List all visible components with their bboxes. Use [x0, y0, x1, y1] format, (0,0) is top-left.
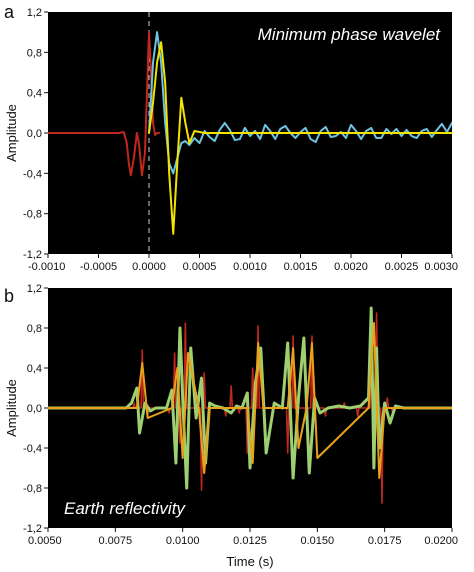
y-tick-label: -0,4	[23, 443, 42, 455]
y-tick-label: -1,2	[23, 523, 42, 535]
panel-a: a Amplitude -1,2 -0,8 -0,4 0,0 0,4 0,8 1,2 -0.0…	[4, 2, 458, 273]
panel-a-annotation: Minimum phase wavelet	[258, 25, 442, 44]
y-tick-label: 0,8	[27, 323, 42, 335]
panel-b-series	[48, 306, 452, 504]
y-tick-label: -1,2	[23, 249, 42, 261]
x-tick-label: 0.0005	[183, 261, 217, 273]
y-tick-label: 1,2	[27, 283, 42, 295]
x-tick-label: -0.0005	[80, 261, 117, 273]
x-tick-label: 0.0050	[28, 535, 62, 547]
y-tick-label: 0,0	[27, 128, 42, 140]
y-tick-label: -0,4	[23, 168, 42, 180]
series-line-2	[48, 322, 452, 479]
y-tick-label: 0,4	[27, 363, 42, 375]
panel-a-axes: -1,2 -0,8 -0,4 0,0 0,4 0,8 1,2 -0.0010 -0.0005 0.…	[23, 7, 458, 273]
panel-a-series	[48, 12, 452, 254]
x-tick-label: 0.0025	[385, 261, 419, 273]
x-tick-label: 0.0030	[424, 261, 458, 273]
x-tick-label: 0.0100	[166, 535, 200, 547]
series-line-0	[48, 31, 161, 177]
panel-b-letter: b	[4, 286, 14, 306]
y-tick-label: 0,8	[27, 47, 42, 59]
x-tick-label: 0.0010	[233, 261, 267, 273]
y-tick-label: 0,4	[27, 88, 42, 100]
series-line-2	[148, 41, 452, 235]
x-tick-label: 0.0150	[301, 535, 335, 547]
y-tick-label: 0,0	[27, 403, 42, 415]
y-tick-label: 1,2	[27, 7, 42, 19]
panel-a-ylabel: Amplitude	[4, 104, 19, 162]
panel-b-ylabel: Amplitude	[4, 379, 19, 437]
x-tick-label: 0.0000	[132, 261, 166, 273]
panel-b-xlabel: Time (s)	[226, 554, 273, 569]
x-tick-label: 0.0020	[334, 261, 368, 273]
y-tick-label: -0,8	[23, 209, 42, 221]
y-tick-label: -0,8	[23, 483, 42, 495]
x-tick-label: 0.0200	[424, 535, 458, 547]
panel-a-letter: a	[4, 2, 15, 22]
x-tick-label: -0.0010	[28, 261, 65, 273]
x-tick-label: 0.0125	[233, 535, 267, 547]
series-line-0	[48, 312, 452, 504]
x-tick-label: 0.0075	[99, 535, 133, 547]
x-tick-label: 0.0175	[368, 535, 402, 547]
panel-b-annotation: Earth reflectivity	[64, 499, 186, 518]
x-tick-label: 0.0015	[284, 261, 318, 273]
panel-b: b Amplitude -1,2 -0,8 -0,4 0,0 0,4 0,8 1,2 0.00…	[4, 283, 458, 569]
panel-b-axes: -1,2 -0,8 -0,4 0,0 0,4 0,8 1,2 0.0050 0.0075 0.01…	[23, 283, 458, 547]
